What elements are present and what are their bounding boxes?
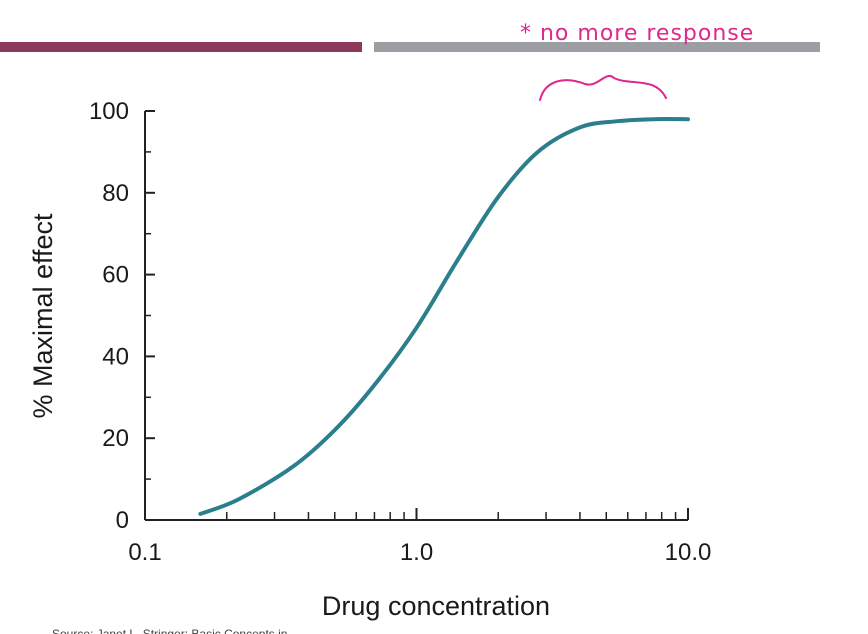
y-tick-label: 0 — [116, 507, 129, 534]
header-accent-bar-left — [0, 42, 362, 52]
chart-tick-labels: 0 20 40 60 80 100 0.1 1.0 10.0 — [89, 98, 711, 566]
header-accent-bar-right — [374, 42, 820, 52]
y-tick-label: 60 — [102, 262, 129, 289]
y-tick-label: 40 — [102, 343, 129, 370]
x-tick-label: 1.0 — [400, 539, 433, 566]
chart-ticks — [144, 110, 689, 521]
x-axis-title: Drug concentration — [322, 591, 550, 621]
y-tick-label: 100 — [89, 98, 129, 125]
source-citation: Source: Janet L. Stringer: Basic Concept… — [52, 627, 288, 634]
y-tick-label: 20 — [102, 425, 129, 452]
chart-axes — [144, 111, 688, 521]
dose-response-curve — [198, 117, 690, 516]
x-tick-label: 0.1 — [128, 539, 161, 566]
y-axis-title: % Maximal effect — [28, 213, 58, 419]
y-tick-label: 80 — [102, 180, 129, 207]
x-tick-label: 10.0 — [665, 539, 712, 566]
handwritten-annotation: * no more response — [520, 21, 754, 46]
handwritten-brace — [539, 75, 667, 101]
